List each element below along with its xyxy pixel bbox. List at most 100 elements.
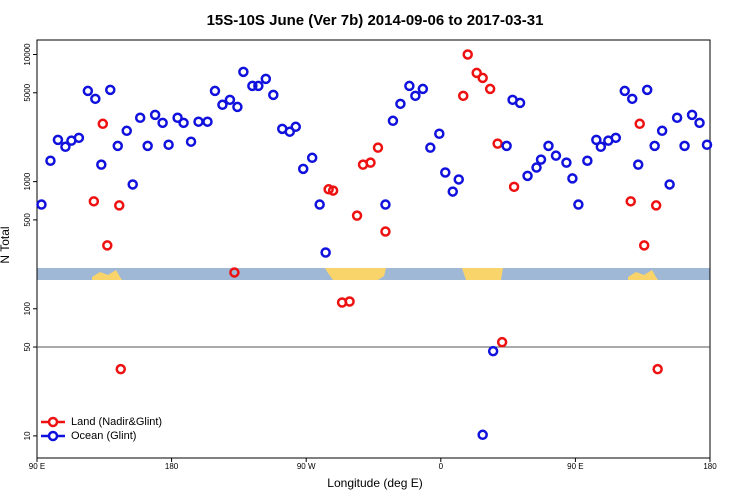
x-tick-label: 90 W [297,462,316,471]
point [404,80,415,92]
point [417,83,429,95]
point [172,112,183,123]
plot-frame [36,39,711,459]
point [434,128,445,139]
point [625,196,636,207]
legend-label: Land (Nadir&Glint) [71,416,162,428]
point [694,117,705,129]
point [115,363,127,375]
point [671,112,683,123]
point [686,109,698,121]
point [477,72,488,84]
point [471,67,482,79]
point [351,210,363,221]
point [253,80,264,92]
point [531,162,542,173]
point [632,159,644,170]
x-tick-label: 90 E [567,462,583,471]
point [52,134,64,146]
x-axis-label: Longitude (deg E) [327,476,422,490]
point [634,118,645,130]
point [344,296,355,307]
y-tick-label: 50 [23,342,32,351]
point [380,199,391,210]
point [268,89,279,101]
point [327,185,339,196]
point [149,109,161,121]
point [209,85,221,97]
point [626,93,638,105]
point [114,200,125,211]
point [202,116,213,127]
point [582,155,593,166]
point [487,345,499,357]
point [320,247,331,258]
point [573,199,584,210]
point [656,125,668,137]
y-axis-label: N Total [0,226,12,263]
point [561,157,572,168]
point [127,179,138,190]
point [73,132,85,144]
point [649,140,660,152]
point [440,167,451,178]
point [121,125,132,137]
point [229,267,240,278]
map-strip [37,268,710,280]
point [102,240,113,251]
point [163,139,174,150]
point [641,84,653,96]
point [453,174,464,185]
point [314,199,325,210]
point [638,240,650,251]
point [619,85,631,97]
point [410,90,421,102]
x-tick-label: 180 [165,462,179,471]
point [501,140,512,152]
point [595,141,607,153]
point [112,140,124,152]
point [457,90,469,102]
y-tick-label: 100 [23,302,32,316]
point [701,139,713,150]
point [365,157,376,168]
point [650,200,662,211]
legend-marker [47,430,59,442]
y-tick-label: 5000 [23,83,32,101]
y-tick-label: 500 [23,213,32,227]
point [217,99,228,111]
point [260,73,272,85]
y-tick-label: 1000 [23,172,32,190]
point [60,141,71,153]
point [193,116,204,127]
point [522,170,533,182]
point [45,155,56,166]
point [238,66,249,78]
point [105,84,116,96]
point [492,138,503,149]
point [550,150,562,161]
y-tick-label: 10000 [23,43,32,66]
point [97,118,109,130]
point [484,83,496,95]
point [543,140,554,152]
x-tick-label: 180 [703,462,717,471]
point [36,199,47,210]
legend-label: Ocean (Glint) [71,430,136,442]
x-tick-label: 0 [439,462,444,471]
point [387,115,399,127]
point [477,429,488,441]
point [82,85,94,97]
point [514,97,526,109]
point [462,49,473,60]
point [178,117,189,129]
point [591,134,602,146]
y-tick-label: 10 [23,431,32,440]
point [232,101,243,113]
point [297,163,309,175]
point [185,136,197,147]
point [664,179,675,190]
point [372,142,384,153]
point [284,126,295,137]
point [567,173,578,184]
